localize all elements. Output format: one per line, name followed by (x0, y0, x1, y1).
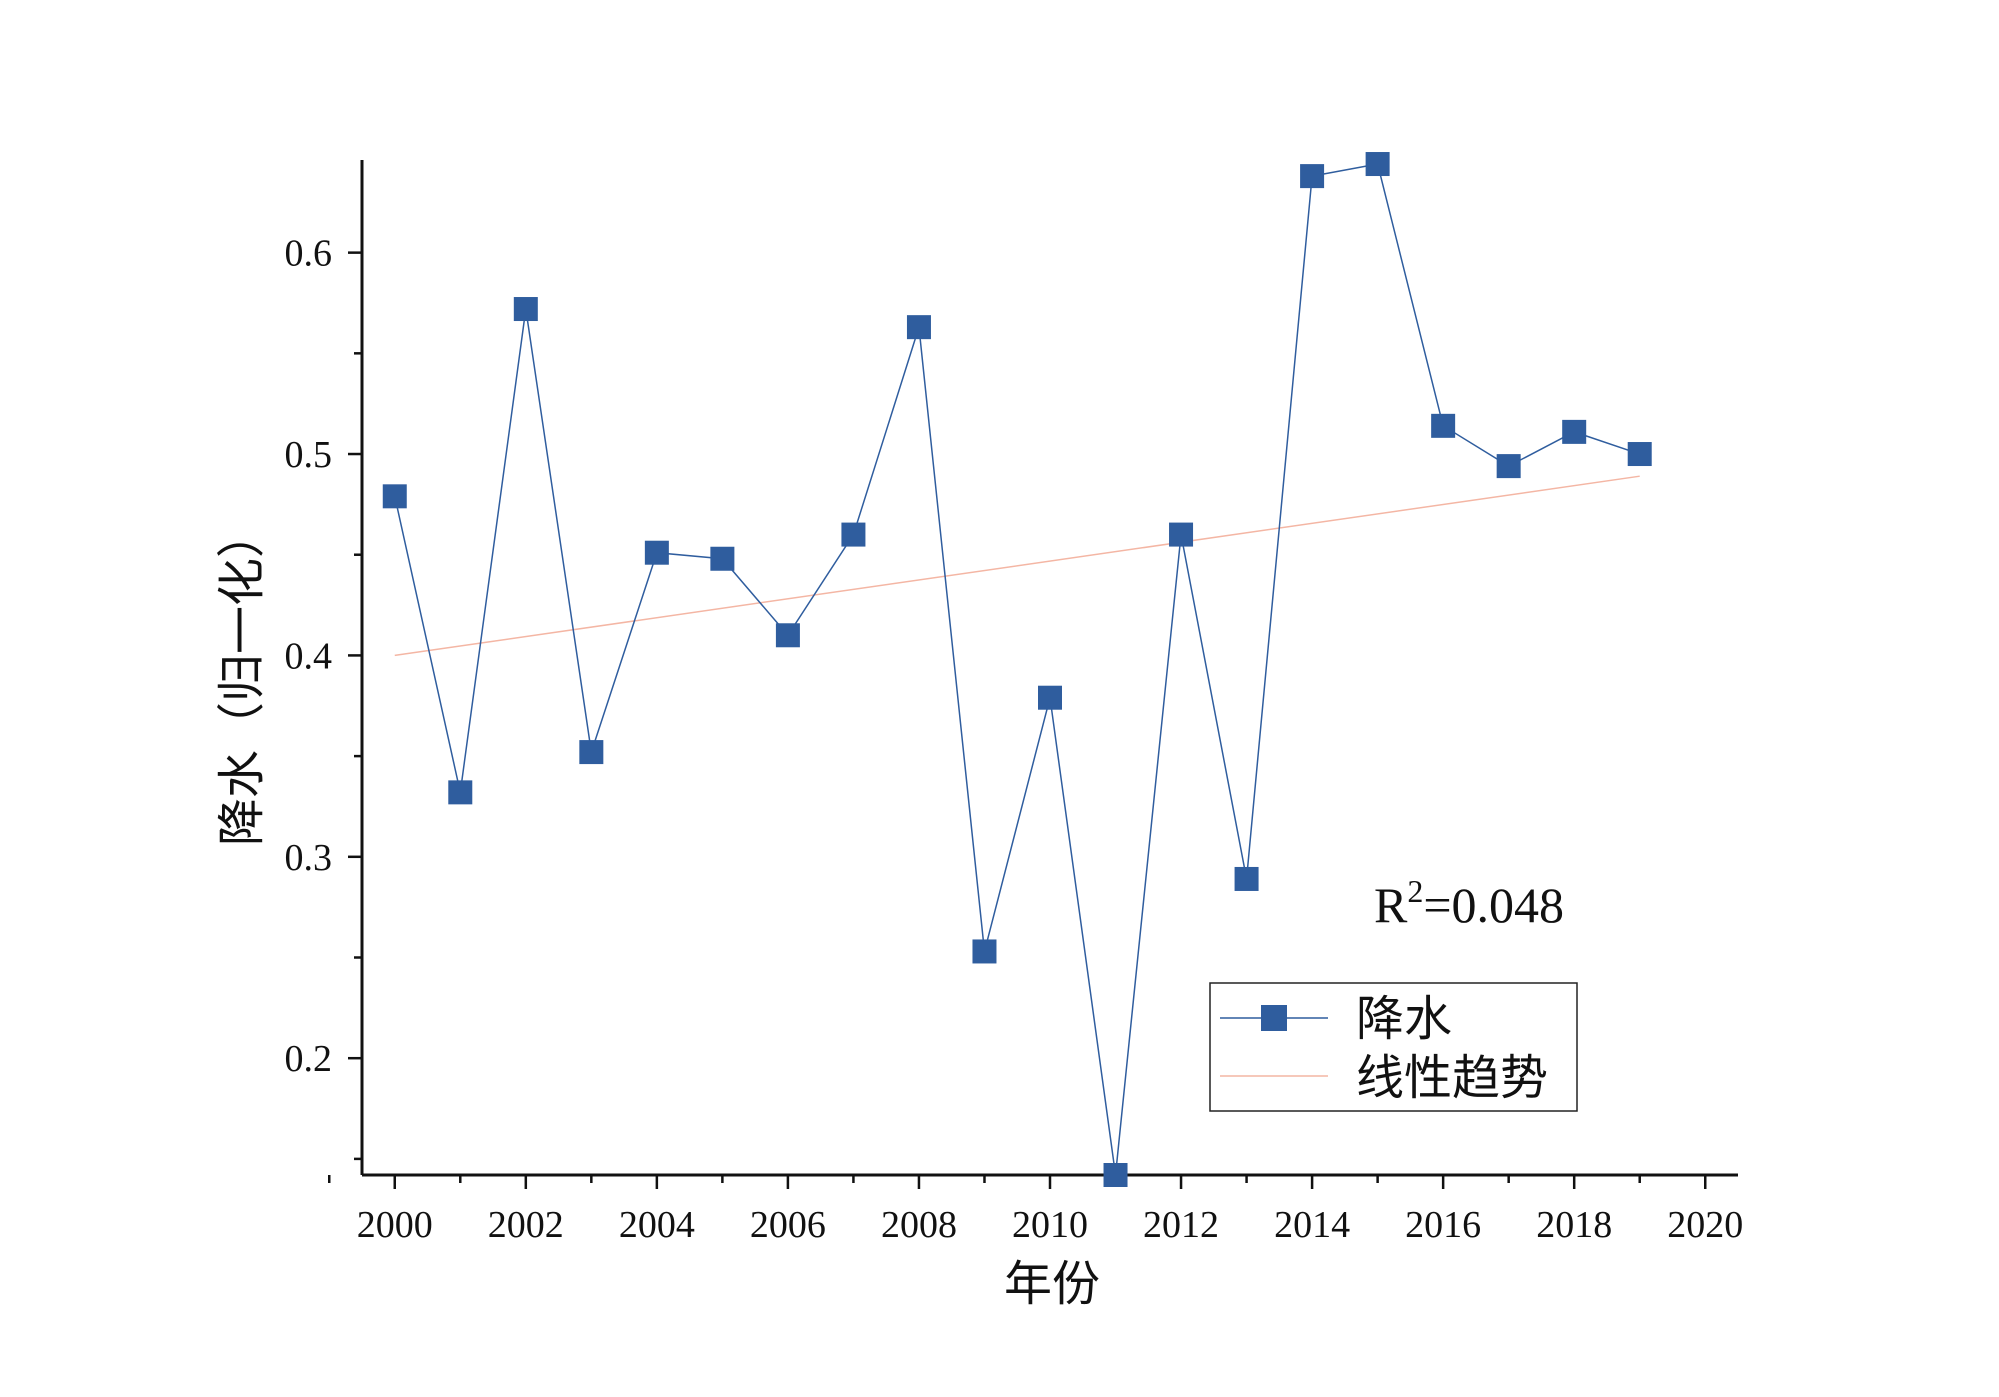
y-axis-title: 降水（归一化） (214, 510, 270, 846)
data-point-2003 (579, 740, 604, 765)
y-tick-label: 0.6 (285, 233, 333, 275)
data-point-2016 (1431, 413, 1456, 438)
data-point-2006 (775, 623, 800, 648)
data-point-2011 (1103, 1163, 1128, 1187)
data-point-2005 (710, 546, 735, 571)
series-line (394, 163, 1640, 1176)
x-tick-label: 2018 (1536, 1204, 1612, 1246)
x-tick-label: 2020 (1667, 1204, 1743, 1246)
r-squared-value: =0.048 (1423, 877, 1564, 933)
data-point-2008 (906, 315, 931, 340)
x-tick-label: 2004 (619, 1204, 695, 1246)
trend-layer (394, 475, 1640, 657)
r-squared-superscript: 2 (1407, 873, 1423, 909)
x-tick-label: 2008 (881, 1204, 957, 1246)
data-point-2018 (1562, 419, 1587, 444)
trend-line (394, 475, 1640, 657)
x-tick-label: 2016 (1405, 1204, 1481, 1246)
data-point-2012 (1169, 522, 1194, 547)
x-tick-label: 2014 (1274, 1204, 1350, 1246)
data-point-2015 (1365, 152, 1390, 177)
legend-trend-label: 线性趋势 (1356, 1050, 1548, 1106)
x-axis-title: 年份 (1004, 1256, 1100, 1312)
legend-series-marker (1261, 1005, 1287, 1031)
legend-box (1209, 982, 1578, 1112)
data-point-2019 (1627, 442, 1652, 467)
y-tick-label: 0.3 (285, 837, 333, 879)
x-tick-label: 2012 (1143, 1204, 1219, 1246)
data-point-2017 (1496, 454, 1521, 479)
data-point-2009 (972, 939, 997, 964)
legend: 降水 线性趋势 (1209, 982, 1578, 1112)
data-point-2002 (513, 297, 538, 322)
axes: 2000 2002 2004 2006 2008 2010 2012 2014 2016 2018… (285, 160, 1743, 1246)
data-point-2007 (841, 522, 866, 547)
data-point-2013 (1234, 866, 1259, 891)
data-point-2000 (382, 484, 407, 509)
data-point-2014 (1300, 164, 1325, 189)
r-squared-base: R (1374, 877, 1408, 933)
x-tick-label: 2000 (357, 1204, 433, 1246)
labels-layer: 年份 降水（归一化） R2=0.048 (214, 510, 1564, 1312)
x-tick-label: 2006 (750, 1204, 826, 1246)
x-tick-label: 2002 (488, 1204, 564, 1246)
data-point-2010 (1038, 685, 1062, 710)
series-layer (382, 152, 1652, 1187)
x-tick-label: 2010 (1012, 1204, 1088, 1246)
legend-series-label: 降水 (1356, 991, 1452, 1047)
data-point-2004 (644, 540, 669, 565)
y-tick-label: 0.5 (285, 434, 333, 476)
y-tick-label: 0.2 (285, 1038, 333, 1080)
y-tick-label: 0.4 (285, 635, 333, 677)
r-squared-annotation: R2=0.048 (1374, 873, 1564, 933)
data-point-2001 (448, 780, 473, 805)
